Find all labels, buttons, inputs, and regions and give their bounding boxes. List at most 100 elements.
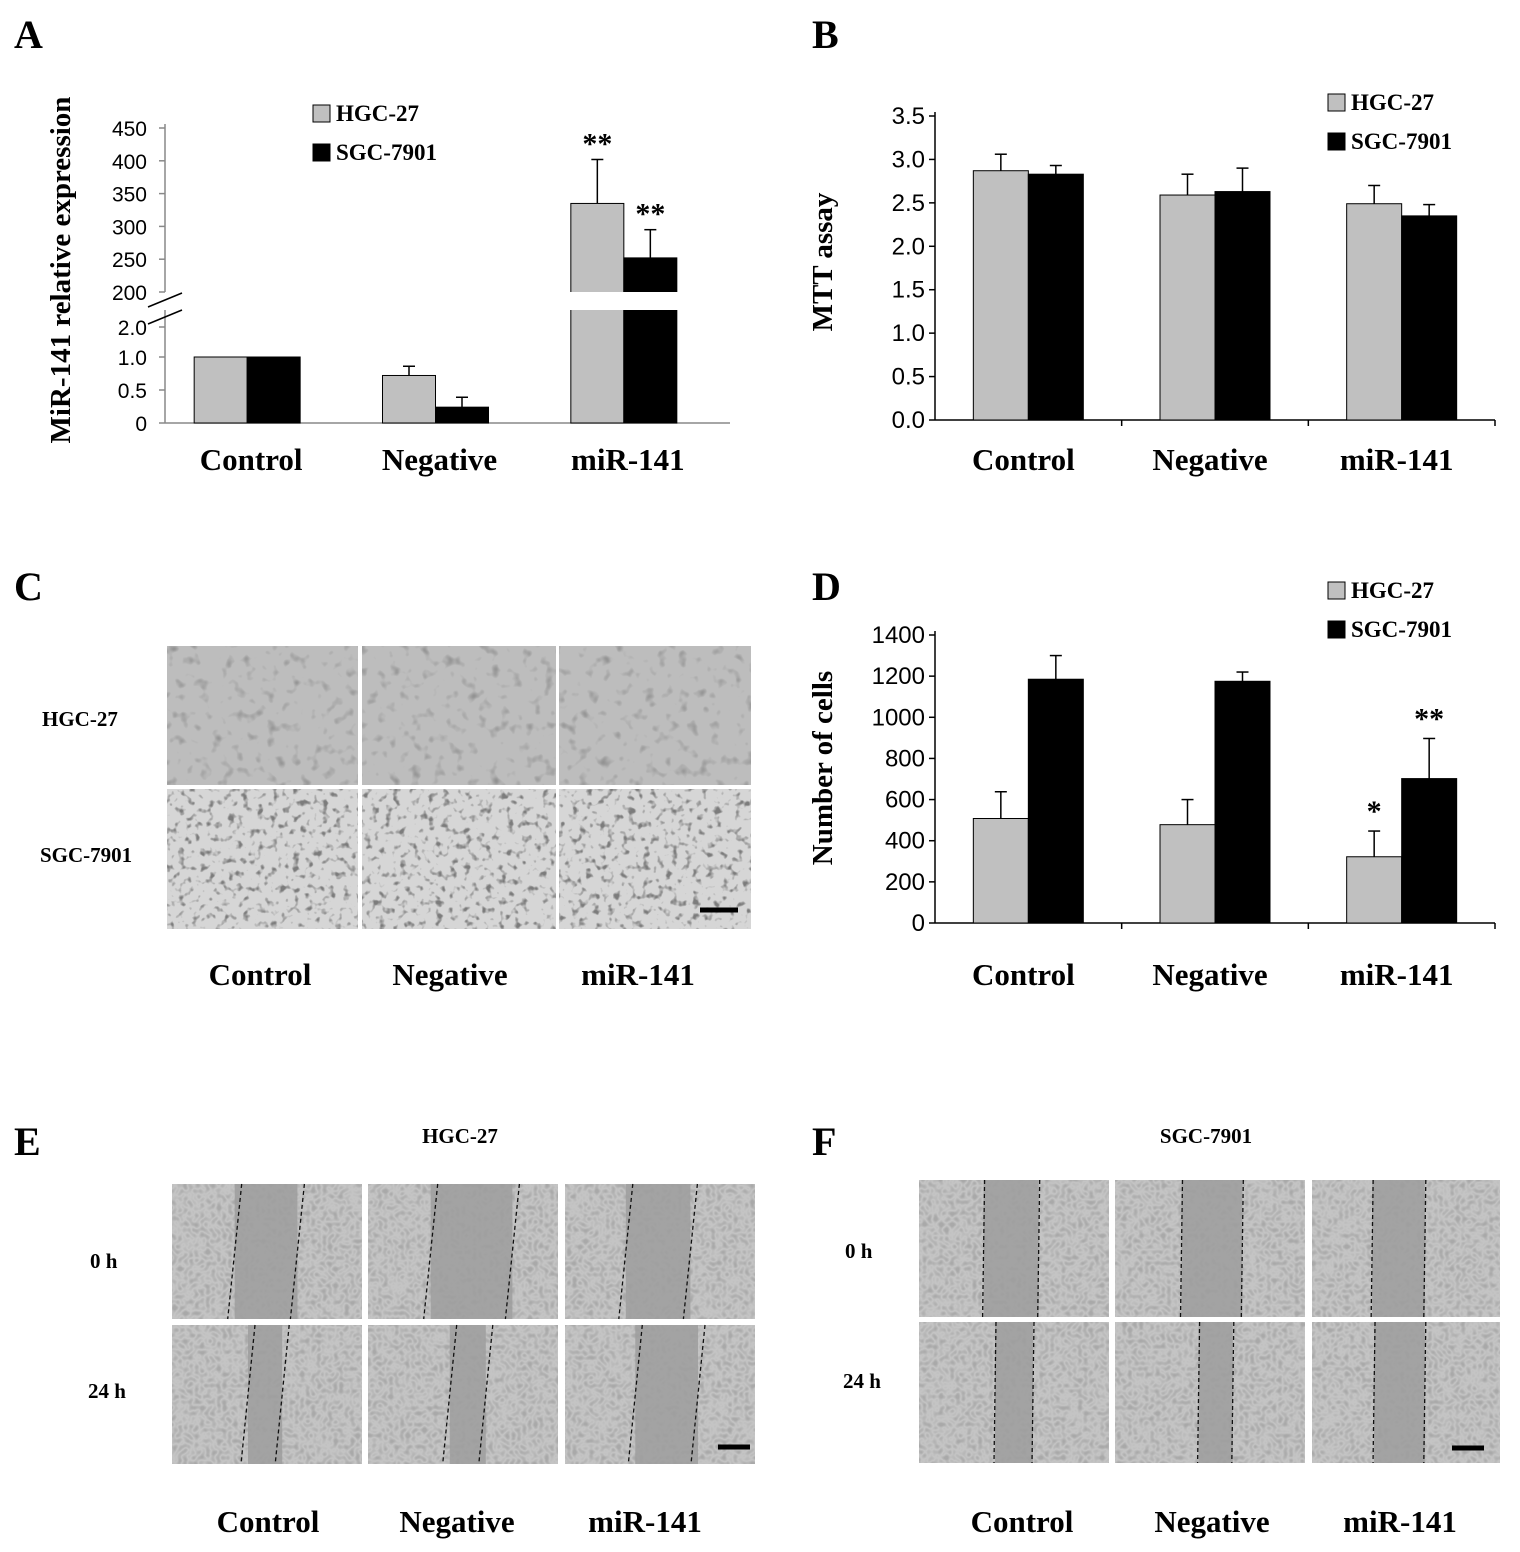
panel-e-image-24h-negative [368, 1324, 558, 1465]
panel-f-category-control: Control [971, 1504, 1074, 1539]
panel-e-image-0h-negative-scratch-area [430, 1184, 513, 1319]
panel-e-image-24h-control-scratch-area [248, 1325, 283, 1464]
panel-c-image-sgc7901-mir-141 [559, 789, 751, 929]
panel-f-row-label-24h: 24 h [843, 1369, 881, 1393]
panel-a-category-mir-141: miR-141 [571, 442, 685, 477]
panel-c-image-hgc27-control [167, 646, 358, 785]
panel-b-ytick-label: 2.0 [892, 233, 925, 260]
panel-e-image-24h-control-wound-edge [274, 1324, 290, 1465]
panel-a-axis-break-mark [147, 292, 183, 308]
panel-f-image-0h-control-scratch-area [983, 1180, 1039, 1317]
panel-f-image-0h-control-wound-edge [981, 1179, 986, 1318]
panel-a-bar-sgc-7901-control [246, 356, 301, 424]
panel-f-image-0h-mir-141-wound-edge [1370, 1179, 1374, 1318]
panel-d-bar-sgc-7901-negative [1214, 680, 1271, 924]
panel-c-image-sgc7901-mir-141-texture [559, 789, 751, 929]
panel-f-image-0h-negative-wound-edge [1240, 1179, 1244, 1318]
panel-e-image-0h-mir-141-wound-edge [618, 1183, 634, 1320]
panel-d-chart: Number of cells 0 200 400 600 800 1000 1200 140… [807, 578, 1496, 992]
panel-f-image-24h-control [919, 1321, 1109, 1464]
panel-e-image-24h-mir-141-wound-edge [690, 1324, 706, 1465]
panel-a-chart: MiR-141 relative expression 0 0.5 1.0 2.0 20… [45, 97, 730, 477]
panel-f-image-24h-negative-wound-edge [1196, 1321, 1201, 1464]
panel-e-row-label-24h: 24 h [88, 1379, 126, 1403]
panel-c-category-negative: Negative [392, 957, 507, 992]
panel-d-legend-label-hgc-27: HGC-27 [1351, 578, 1434, 603]
panel-f-image-24h-negative-scratch-area [1198, 1322, 1233, 1463]
panel-f-image-24h-mir-141-scratch-area [1374, 1322, 1425, 1463]
panel-d-ytick-label: 0 [912, 910, 925, 937]
panel-e-image-0h-mir-141-wound-edge [682, 1183, 699, 1320]
panel-e-image-24h-negative-wound-edge [478, 1324, 494, 1465]
panel-a-category-control: Control [200, 442, 303, 477]
panel-d-legend-swatch-hgc-27 [1327, 581, 1346, 600]
panel-b-category-control: Control [972, 442, 1075, 477]
panel-f-image-0h-negative-wound-edge [1179, 1179, 1184, 1318]
panel-f-category-negative: Negative [1154, 1504, 1269, 1539]
panel-e-image-0h-negative-wound-edge [423, 1183, 439, 1320]
panel-a-bar-hgc-27-mir-141 [570, 202, 625, 424]
panel-d-ytick-label: 200 [885, 869, 925, 896]
panel-a-bar-hgc-27-control [193, 356, 248, 424]
panel-d-ytick-label: 1000 [872, 704, 925, 731]
panel-d-category-negative: Negative [1152, 957, 1267, 992]
panel-f-image-0h-control [919, 1179, 1109, 1318]
panel-a-legend-swatch-hgc-27 [312, 104, 331, 123]
panel-c-image-hgc27-negative-texture [362, 646, 556, 785]
panel-d-bar-sgc-7901-control [1027, 678, 1084, 924]
panel-d-significance-hgc-27: * [1367, 795, 1382, 828]
panel-e-image-24h-mir-141-scratch-area [635, 1325, 698, 1464]
panel-e-image-24h-mir-141 [565, 1324, 755, 1465]
panel-e-image-0h-negative-wound-edge [504, 1183, 521, 1320]
panel-e-image-24h-mir-141-wound-edge [627, 1324, 643, 1465]
panel-f-image-24h-mir-141-wound-edge [1372, 1321, 1376, 1464]
panel-f-image-0h-negative-scratch-area [1181, 1180, 1243, 1317]
panel-b-legend-label-hgc-27: HGC-27 [1351, 90, 1434, 115]
panel-b-legend-label-sgc-7901: SGC-7901 [1351, 129, 1452, 154]
panel-b-bar-hgc-27-mir-141 [1346, 203, 1403, 421]
panel-a-ytick-label: 2.0 [118, 317, 147, 340]
panel-f-category-mir141: miR-141 [1343, 1504, 1457, 1539]
panel-b-bar-hgc-27-control [972, 170, 1029, 421]
panel-c-image-sgc7901-control-texture [167, 789, 358, 929]
panel-e-image-0h-mir-141 [565, 1183, 755, 1320]
panel-c-image-sgc7901-negative-texture [362, 789, 556, 929]
panel-d-legend-label-sgc-7901: SGC-7901 [1351, 617, 1452, 642]
panel-e-micrographs: HGC-27 0 h 24 h Control Negative miR-141 [88, 1124, 755, 1539]
panel-c-category-control: Control [209, 957, 312, 992]
panel-d-bar-hgc-27-control [972, 817, 1029, 924]
panel-a-category-negative: Negative [382, 442, 497, 477]
panel-f-image-0h-mir-141-scratch-area [1372, 1180, 1425, 1317]
panel-a-bar-sgc-7901-negative [435, 406, 489, 424]
panel-d-ytick-label: 1400 [872, 622, 925, 649]
panel-b-chart: MTT assay 0.0 0.5 1.0 1.5 2.0 2.5 3.0 3.5 Contro… [807, 90, 1496, 477]
panel-c-image-hgc27-mir-141-texture [559, 646, 751, 785]
panel-b-bar-sgc-7901-control [1027, 173, 1084, 421]
panel-f-image-24h-negative-wound-edge [1231, 1321, 1235, 1464]
panel-letter-a: A [14, 12, 43, 57]
panel-b-category-mir-141: miR-141 [1340, 442, 1454, 477]
panel-f-micrographs: SGC-7901 0 h 24 h Control Negative miR-1… [843, 1124, 1500, 1539]
panel-a-ytick-label: 350 [112, 184, 147, 207]
panel-f-title: SGC-7901 [1160, 1124, 1252, 1148]
panel-a-ytick-label: 200 [112, 282, 147, 305]
panel-a-ytick-label: 0.5 [118, 380, 147, 403]
panel-c-image-sgc7901-control [167, 789, 358, 929]
panel-f-image-0h-control-wound-edge [1037, 1179, 1041, 1318]
panel-f-image-24h-mir-141-wound-edge [1423, 1321, 1427, 1464]
panel-b-ytick-label: 1.5 [892, 277, 925, 304]
panel-e-title: HGC-27 [422, 1124, 498, 1148]
panel-f-image-24h-negative [1115, 1321, 1305, 1464]
panel-c-image-hgc27-negative [362, 646, 556, 785]
panel-e-category-negative: Negative [399, 1504, 514, 1539]
panel-b-legend-swatch-hgc-27 [1327, 93, 1346, 112]
panel-e-image-0h-control [172, 1183, 362, 1320]
panel-f-image-24h-control-wound-edge [993, 1321, 997, 1464]
panel-a-ytick-label: 400 [112, 151, 147, 174]
panel-f-image-24h-control-wound-edge [1031, 1321, 1035, 1464]
panel-c-category-mir141: miR-141 [581, 957, 695, 992]
panel-b-ylabel: MTT assay [807, 192, 839, 331]
panel-f-image-0h-mir-141-wound-edge [1423, 1179, 1427, 1318]
panel-a-ytick-label: 300 [112, 216, 147, 239]
panel-d-bar-sgc-7901-mir-141 [1401, 778, 1458, 924]
